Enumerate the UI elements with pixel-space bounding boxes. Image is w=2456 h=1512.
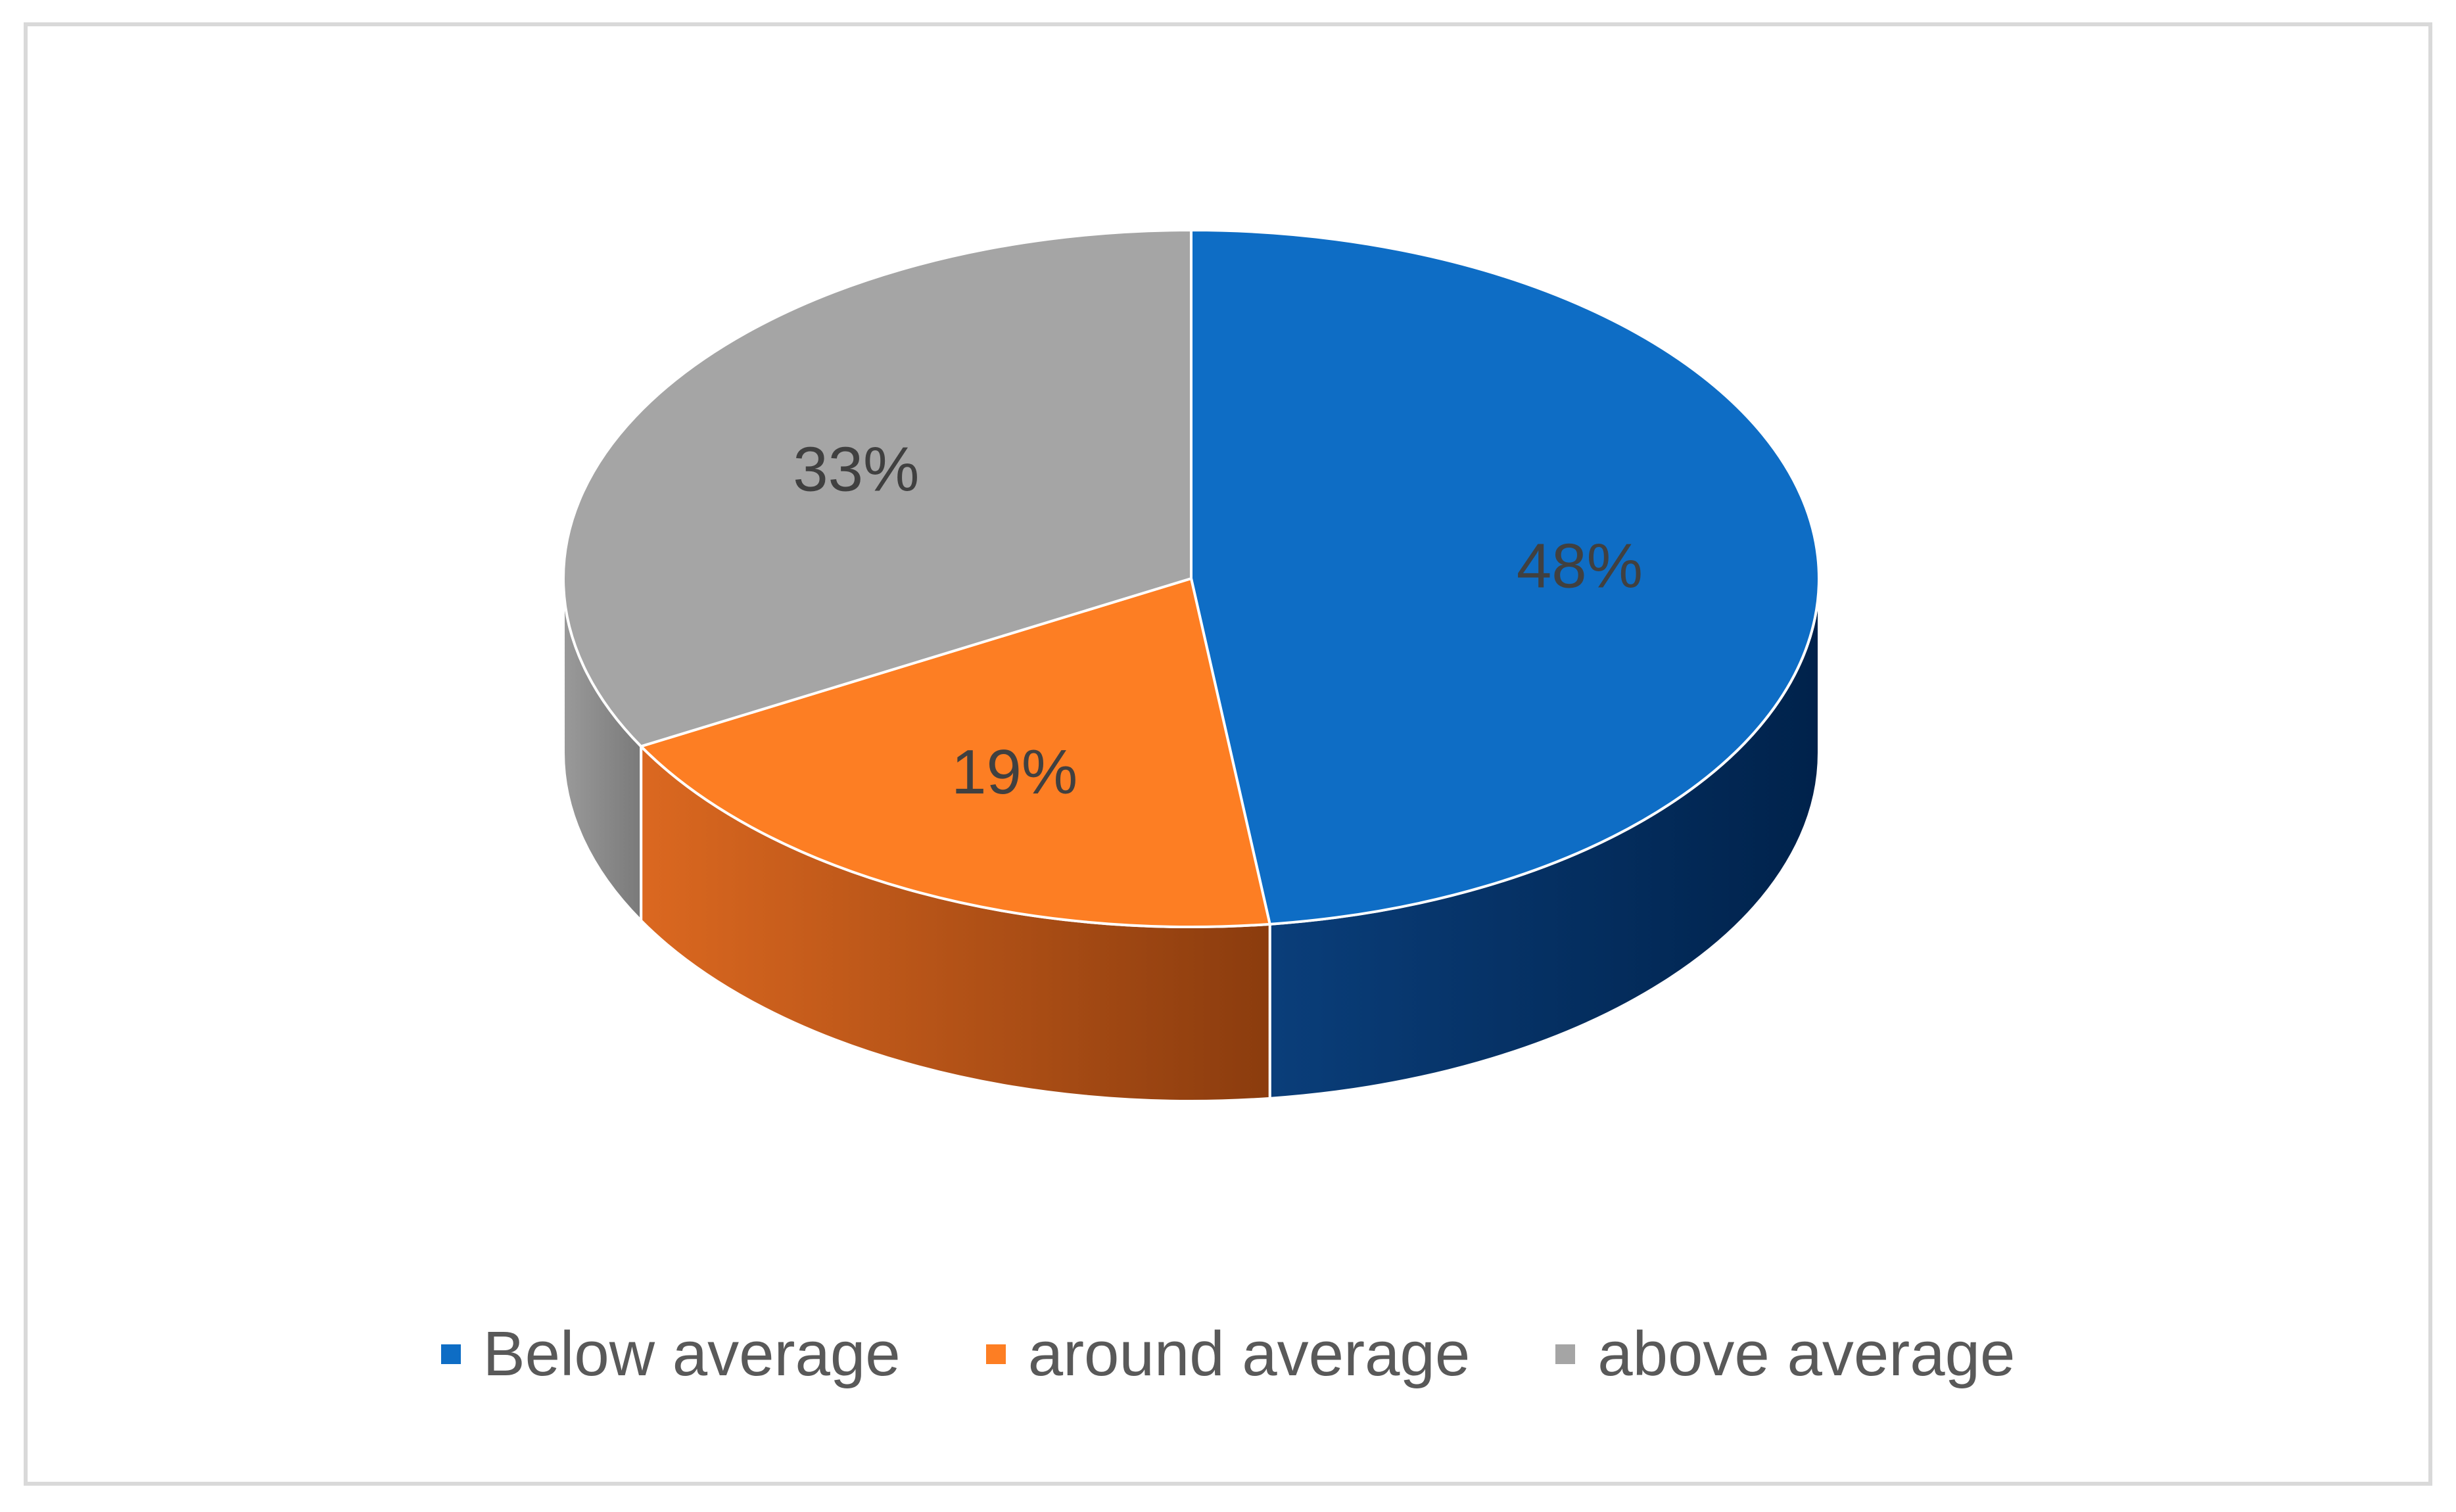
pie-tops xyxy=(562,229,1820,928)
legend-label-below-average: Below average xyxy=(483,1319,901,1389)
legend-item-around-average: around average xyxy=(985,1318,1471,1390)
legend-swatch-above-average xyxy=(1555,1344,1576,1364)
pie-data-labels: 48% 19% 33% xyxy=(793,435,1643,807)
data-label-below-average: 48% xyxy=(1517,531,1643,601)
data-label-around-average: 19% xyxy=(951,737,1077,807)
legend: Below average around average above avera… xyxy=(0,1308,2456,1400)
data-label-above-average: 33% xyxy=(793,435,919,505)
legend-swatch-below-average xyxy=(440,1344,461,1364)
legend-label-above-average: above average xyxy=(1597,1319,2016,1389)
pie-slice-below-average xyxy=(1190,229,1820,926)
legend-item-below-average: Below average xyxy=(440,1318,901,1390)
pie-slice-around-average xyxy=(640,577,1271,928)
legend-swatch-around-average xyxy=(985,1344,1006,1364)
pie-slice-above-average xyxy=(562,229,1193,748)
legend-label-around-average: around average xyxy=(1027,1319,1471,1389)
legend-item-above-average: above average xyxy=(1555,1318,2015,1390)
